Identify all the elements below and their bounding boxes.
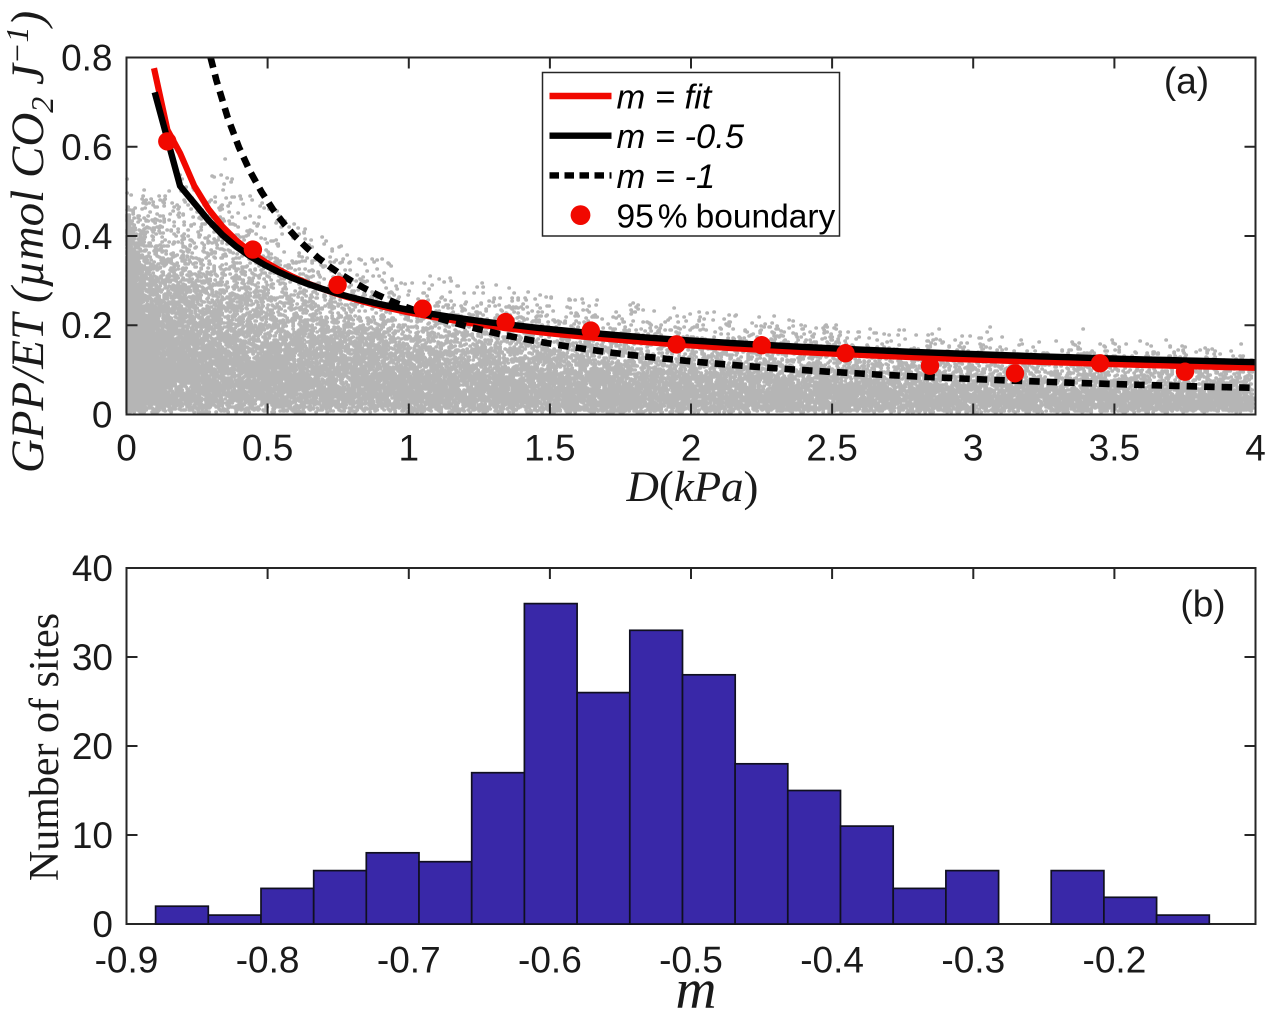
svg-text:20: 20 bbox=[72, 726, 113, 767]
svg-text:10: 10 bbox=[72, 815, 113, 856]
svg-text:0: 0 bbox=[92, 395, 113, 436]
svg-text:m = -0.5: m = -0.5 bbox=[617, 118, 745, 156]
svg-text:2: 2 bbox=[681, 428, 702, 469]
svg-text:(b): (b) bbox=[1180, 584, 1225, 625]
svg-text:0: 0 bbox=[92, 904, 113, 945]
svg-text:-0.4: -0.4 bbox=[800, 940, 864, 981]
svg-text:-0.7: -0.7 bbox=[377, 940, 441, 981]
svg-text:40: 40 bbox=[72, 548, 113, 589]
svg-text:0.8: 0.8 bbox=[61, 38, 112, 79]
svg-text:D(kPa): D(kPa) bbox=[625, 464, 758, 511]
svg-text:-0.9: -0.9 bbox=[95, 940, 159, 981]
svg-text:0.4: 0.4 bbox=[61, 216, 112, 257]
svg-text:0.2: 0.2 bbox=[61, 305, 112, 346]
svg-text:(a): (a) bbox=[1164, 61, 1209, 102]
svg-text:m: m bbox=[676, 959, 717, 1021]
svg-text:-0.3: -0.3 bbox=[941, 940, 1005, 981]
svg-text:-0.5: -0.5 bbox=[659, 940, 723, 981]
svg-text:m = -1: m = -1 bbox=[617, 158, 716, 196]
svg-text:3: 3 bbox=[963, 428, 984, 469]
svg-text:3.5: 3.5 bbox=[1089, 428, 1140, 469]
svg-text:95%boundary: 95% boundary bbox=[617, 199, 836, 236]
svg-text:4: 4 bbox=[1245, 428, 1266, 469]
svg-text:30: 30 bbox=[72, 637, 113, 678]
svg-text:1: 1 bbox=[399, 428, 420, 469]
svg-text:-0.6: -0.6 bbox=[518, 940, 582, 981]
svg-text:1.5: 1.5 bbox=[524, 428, 575, 469]
svg-text:-0.8: -0.8 bbox=[236, 940, 300, 981]
svg-text:0: 0 bbox=[116, 428, 137, 469]
svg-text:-0.2: -0.2 bbox=[1083, 940, 1147, 981]
svg-text:0.6: 0.6 bbox=[61, 127, 112, 168]
svg-text:2.5: 2.5 bbox=[806, 428, 857, 469]
svg-text:Number of sites: Number of sites bbox=[22, 613, 68, 881]
svg-text:0.5: 0.5 bbox=[242, 428, 293, 469]
svg-text:m = fit: m = fit bbox=[617, 79, 713, 117]
svg-text:GPP/ET (µmol CO2 J−1): GPP/ET (µmol CO2 J−1) bbox=[0, 11, 60, 473]
